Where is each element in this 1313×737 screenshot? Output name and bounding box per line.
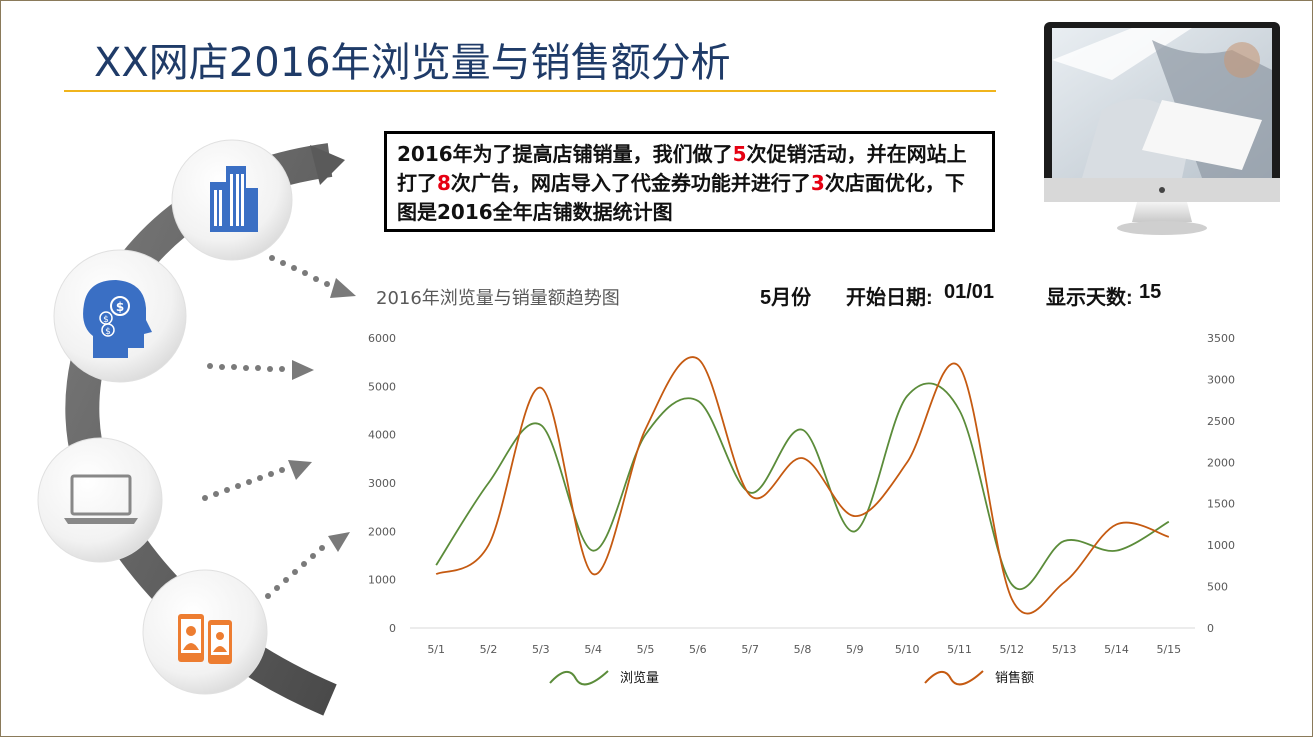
right-axis-tick: 1000 — [1207, 539, 1235, 552]
views-series-line — [435, 382, 1170, 591]
right-axis-tick: 3500 — [1207, 332, 1235, 345]
mobile-users-icon — [178, 614, 232, 664]
summary-callout: 2016年为了提高店铺销量，我们做了5次促销活动，并在网站上打了8次广告，网店导… — [384, 131, 995, 232]
left-axis-tick: 6000 — [368, 332, 396, 345]
head-money-icon: $ $ $ — [83, 280, 152, 358]
legend-swatch — [924, 670, 984, 686]
month-selector[interactable]: 5月份 — [760, 287, 812, 309]
arrow-2 — [207, 360, 314, 380]
right-axis-tick: 1500 — [1207, 498, 1235, 511]
left-axis-tick: 3000 — [368, 477, 396, 490]
start-date-label: 开始日期: — [846, 287, 933, 309]
left-axis-tick: 4000 — [368, 429, 396, 442]
left-axis-tick: 0 — [389, 622, 396, 635]
start-date-value[interactable]: 01/01 — [944, 281, 995, 303]
chart-title: 2016年浏览量与销量额趋势图 — [376, 288, 620, 309]
x-axis-tick: 5/11 — [947, 643, 972, 656]
building-disc — [171, 139, 293, 261]
x-axis-tick: 5/14 — [1104, 643, 1129, 656]
sales-series-line — [435, 356, 1170, 615]
x-axis-tick: 5/1 — [427, 643, 445, 656]
x-axis-tick: 5/4 — [584, 643, 602, 656]
title-underline — [64, 90, 996, 92]
right-axis-tick: 0 — [1207, 622, 1214, 635]
legend-swatch — [549, 670, 609, 686]
svg-text:$: $ — [105, 327, 111, 337]
x-axis-tick: 5/10 — [895, 643, 920, 656]
x-axis-tick: 5/2 — [480, 643, 498, 656]
svg-text:$: $ — [103, 315, 109, 325]
right-axis-tick: 3000 — [1207, 373, 1235, 386]
laptop-disc — [37, 437, 163, 563]
x-axis-tick: 5/13 — [1052, 643, 1077, 656]
left-axis-tick: 2000 — [368, 525, 396, 538]
optimization-count: 3 — [810, 171, 825, 195]
monitor-photo — [1044, 22, 1280, 235]
days-value[interactable]: 15 — [1139, 281, 1162, 303]
legend-label: 浏览量 — [620, 670, 659, 686]
mobile-disc — [142, 569, 268, 695]
x-axis-tick: 5/6 — [689, 643, 707, 656]
callout-text-1: 2016年为了提高店铺销量，我们做了 — [397, 142, 733, 166]
callout-text-4: 次店面优化，下图是2016全年店铺数据统计图 — [397, 171, 965, 224]
x-axis-tick: 5/5 — [637, 643, 655, 656]
head-disc: $ $ $ — [53, 249, 187, 383]
callout-text-3: 次广告，网店导入了代金券功能并进行了 — [450, 171, 811, 195]
callout-text-2: 次促销活动，并在网站上打了 — [397, 142, 967, 195]
page-title: XX网店2016年浏览量与销售额分析 — [94, 40, 731, 86]
days-label: 显示天数: — [1046, 287, 1133, 309]
building-icon — [210, 166, 258, 232]
channel-graphic: $ $ $ — [37, 139, 356, 716]
laptop-icon — [64, 474, 138, 524]
right-axis-tick: 2000 — [1207, 456, 1235, 469]
arrow-3 — [202, 460, 312, 501]
trend-chart: 0 1000 2000 3000 4000 5000 6000 0 500 1000 1500 20… — [368, 332, 1235, 686]
x-axis-tick: 5/8 — [794, 643, 812, 656]
x-axis-tick: 5/15 — [1156, 643, 1181, 656]
arrow-1 — [269, 255, 356, 298]
x-axis-tick: 5/12 — [999, 643, 1024, 656]
promo-count: 5 — [732, 142, 747, 166]
x-axis-tick: 5/9 — [846, 643, 864, 656]
right-axis-tick: 500 — [1207, 581, 1228, 594]
arrow-4 — [265, 532, 350, 599]
left-axis-tick: 1000 — [368, 574, 396, 587]
ad-count: 8 — [437, 171, 451, 195]
svg-text:$: $ — [116, 300, 124, 314]
right-axis-tick: 2500 — [1207, 415, 1235, 428]
left-axis-tick: 5000 — [368, 380, 396, 393]
x-axis-tick: 5/3 — [532, 643, 550, 656]
legend-label: 销售额 — [995, 670, 1034, 686]
x-axis-tick: 5/7 — [741, 643, 759, 656]
